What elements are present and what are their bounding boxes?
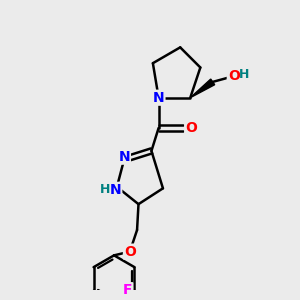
Text: N: N xyxy=(110,183,121,197)
Text: N: N xyxy=(153,91,164,105)
Text: F: F xyxy=(123,283,132,297)
Polygon shape xyxy=(190,79,215,98)
Text: N: N xyxy=(118,150,130,164)
Text: O: O xyxy=(228,69,240,83)
Text: H: H xyxy=(100,183,110,196)
Text: O: O xyxy=(124,244,136,259)
Text: H: H xyxy=(239,68,250,81)
Text: O: O xyxy=(185,121,197,135)
